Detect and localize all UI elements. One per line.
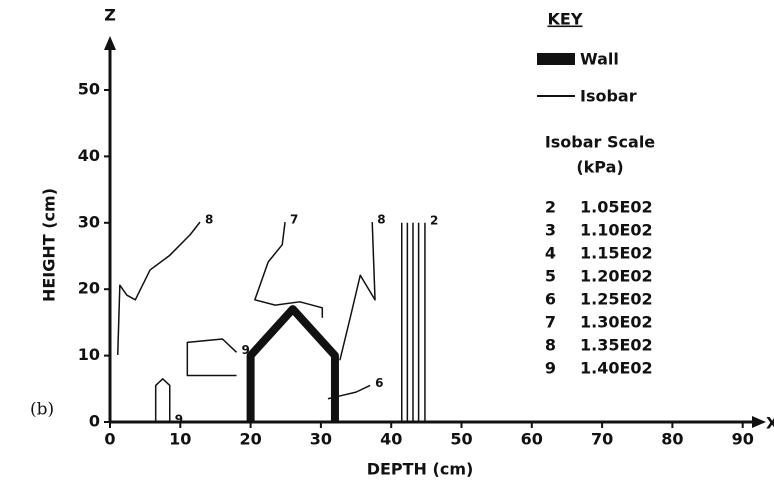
scale-level: 2: [545, 198, 556, 217]
key-wall: Wall: [580, 50, 619, 69]
x-tick-label: 30: [310, 430, 332, 449]
y-tick-label: 10: [78, 345, 100, 364]
x-tick-label: 80: [661, 430, 683, 449]
scale-pressure: 1.05E02: [580, 198, 653, 217]
scale-pressure: 1.10E02: [580, 221, 653, 240]
scale-pressure: 1.25E02: [580, 290, 653, 309]
scale-level: 8: [545, 336, 556, 355]
scale-level: 6: [545, 290, 556, 309]
y-tick-label: 30: [78, 212, 100, 231]
scale-pressure: 1.30E02: [580, 313, 653, 332]
y-tick-label: 20: [78, 279, 100, 298]
isobar: [186, 338, 238, 377]
isobar: [154, 378, 171, 422]
isobar-label: 2: [430, 213, 438, 227]
y-axis-title: HEIGHT (cm): [40, 188, 59, 302]
x-axis-title: DEPTH (cm): [367, 460, 474, 479]
scale-unit: (kPa): [576, 158, 623, 177]
isobar-label: 9: [242, 343, 250, 357]
key-isobar: Isobar: [580, 87, 637, 106]
x-tick-label: 70: [591, 430, 613, 449]
scale-level: 3: [545, 221, 556, 240]
scale-level: 4: [545, 244, 556, 263]
x-arrow: [752, 416, 766, 428]
scale-level: 7: [545, 313, 556, 332]
scale-level: 9: [545, 359, 556, 378]
x-tick-label: 0: [104, 430, 115, 449]
x-axis-name: X: [766, 414, 774, 433]
scale-title: Isobar Scale: [545, 133, 655, 152]
panel-label: (b): [30, 400, 54, 420]
isobar: [116, 221, 201, 355]
wall: [246, 305, 339, 422]
isobar-label: 9: [175, 413, 183, 427]
scale-pressure: 1.40E02: [580, 359, 653, 378]
x-tick-label: 60: [521, 430, 543, 449]
x-tick-label: 20: [239, 430, 261, 449]
isobar: [339, 222, 376, 361]
y-tick-label: 0: [89, 412, 100, 431]
scale-pressure: 1.20E02: [580, 267, 653, 286]
key-wall-swatch: [537, 53, 575, 65]
x-tick-label: 10: [169, 430, 191, 449]
scale-level: 5: [545, 267, 556, 286]
isobar: [254, 222, 324, 318]
key-title: KEY: [548, 10, 583, 29]
isobar-label: 8: [205, 213, 213, 227]
x-tick-label: 90: [732, 430, 754, 449]
x-tick-label: 50: [450, 430, 472, 449]
y-axis-name: Z: [104, 6, 116, 25]
y-tick-label: 50: [78, 80, 100, 99]
scale-pressure: 1.15E02: [580, 244, 653, 263]
scale-pressure: 1.35E02: [580, 336, 653, 355]
isobar-label: 8: [377, 213, 385, 227]
y-tick-label: 40: [78, 146, 100, 165]
isobar-label: 6: [375, 376, 383, 390]
y-arrow: [104, 36, 116, 50]
x-tick-label: 40: [380, 430, 402, 449]
isobar-label: 7: [290, 213, 298, 227]
